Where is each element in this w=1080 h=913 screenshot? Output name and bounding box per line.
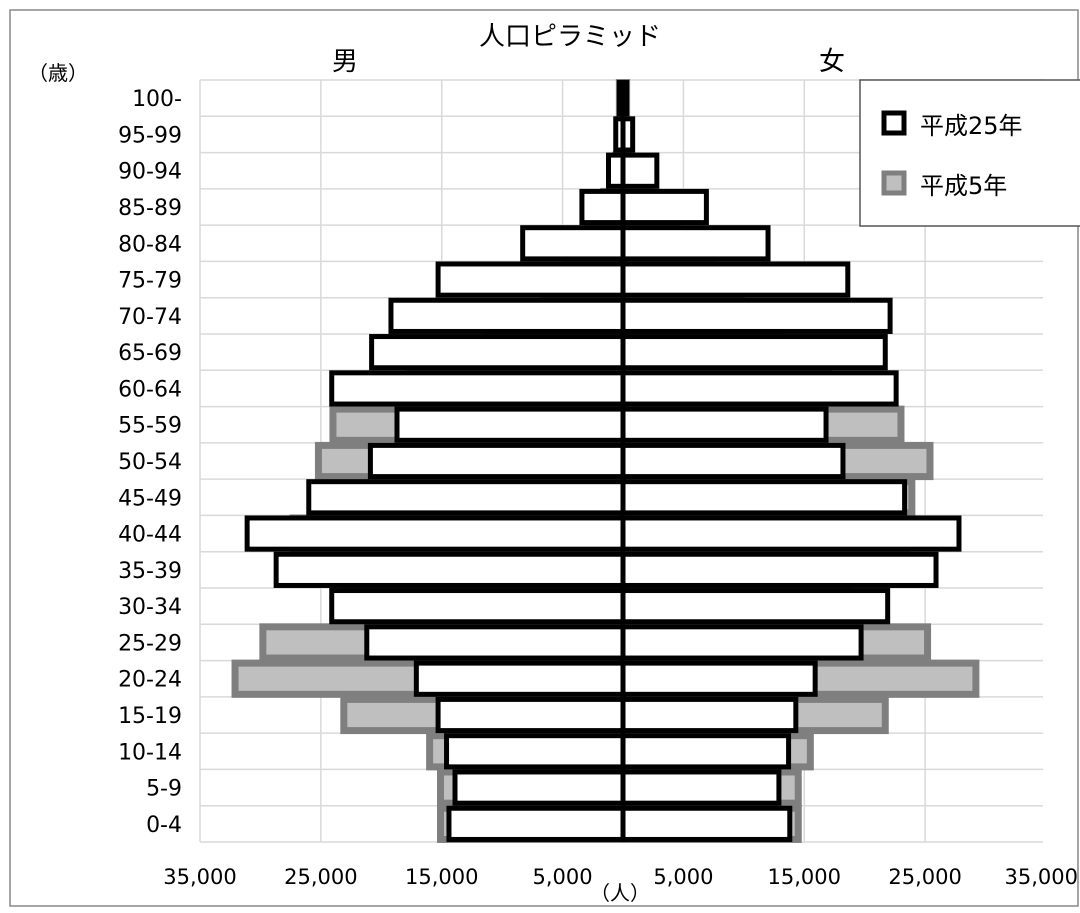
age-group-label: 50-54: [118, 450, 182, 475]
x-tick-label: 15,000: [405, 865, 478, 889]
x-unit-label: （人）: [590, 881, 650, 905]
bar-female-heisei25: [620, 551, 939, 588]
x-tick-label: 15,000: [768, 865, 841, 889]
age-group-label: 95-99: [118, 123, 182, 148]
legend-label-heisei25: 平成25年: [920, 112, 1023, 140]
y-unit-label: （歳）: [28, 61, 88, 85]
x-tick-label: 35,000: [1005, 865, 1078, 889]
age-group-label: 80-84: [118, 232, 182, 257]
chart-border: [9, 9, 1079, 907]
bar-male-heisei25: [394, 406, 626, 443]
age-group-label: 20-24: [118, 668, 182, 693]
bar-male-heisei25: [435, 696, 626, 734]
age-group-label: 15-19: [118, 704, 182, 729]
bar-female-heisei25: [620, 515, 962, 552]
bar-female-heisei25: [620, 696, 799, 734]
age-group-label: 70-74: [118, 305, 182, 330]
bar-female-heisei25: [620, 769, 782, 806]
bar-female-heisei25: [620, 261, 851, 298]
age-group-label: 45-49: [118, 486, 182, 511]
bar-female-heisei25: [620, 297, 893, 334]
age-group-label: 10-14: [118, 740, 182, 765]
age-group-label: 75-79: [118, 269, 182, 294]
bar-male-heisei25: [329, 588, 626, 625]
bar-male-heisei25: [446, 805, 626, 842]
bar-female-heisei25: [620, 588, 891, 625]
age-group-label: 35-39: [118, 559, 182, 584]
age-group-label: 40-44: [118, 523, 182, 548]
bar-male-heisei25: [388, 297, 626, 334]
bar-female-heisei25: [620, 805, 793, 842]
bar-male-heisei25: [367, 442, 626, 480]
age-group-label: 5-9: [146, 777, 182, 802]
bars-layer: [231, 79, 980, 843]
x-tick-labels: 35,000 25,000 15,000 5,000 5,000 15,000 25,000…: [163, 865, 1078, 889]
x-tick-label: 5,000: [533, 865, 593, 889]
bar-male-heisei25: [435, 261, 626, 298]
age-group-label: 90-94: [118, 160, 182, 185]
legend-swatch-heisei25: [881, 110, 907, 136]
age-group-label: 85-89: [118, 196, 182, 221]
bar-female-heisei25: [620, 116, 636, 153]
bar-male-heisei25: [444, 733, 626, 770]
age-group-label: 65-69: [118, 341, 182, 366]
age-group-label: 100-: [132, 87, 182, 112]
bar-female-heisei25: [620, 152, 660, 189]
x-tick-label: 35,000: [163, 865, 236, 889]
bar-female-heisei25: [620, 479, 908, 516]
female-label: 女: [819, 47, 845, 77]
x-tick-label: 5,000: [653, 865, 713, 889]
bar-male-heisei25: [520, 225, 626, 262]
legend: 平成25年 平成5年: [859, 79, 1080, 227]
legend-label-heisei5: 平成5年: [920, 172, 1007, 200]
bar-female-heisei25: [620, 733, 792, 770]
bar-female-heisei25: [620, 406, 829, 443]
age-group-label: 60-64: [118, 377, 182, 402]
bar-male-heisei25: [579, 188, 626, 226]
bar-female-heisei25: [620, 624, 864, 661]
bar-female-heisei25: [620, 225, 771, 262]
bar-male-heisei25: [364, 624, 626, 661]
bar-female-heisei25: [620, 80, 630, 117]
bar-male-heisei25: [244, 515, 626, 552]
bar-female-heisei25: [620, 370, 899, 407]
bar-female-heisei25: [620, 442, 846, 480]
bar-female-heisei25: [620, 334, 888, 371]
bar-male-heisei25: [306, 479, 626, 516]
bar-female-heisei25: [620, 188, 709, 226]
x-tick-label: 25,000: [284, 865, 357, 889]
bar-male-heisei25: [413, 660, 626, 697]
age-group-label: 0-4: [146, 813, 182, 838]
x-tick-label: 25,000: [888, 865, 961, 889]
legend-swatch-heisei5: [881, 170, 907, 196]
bar-male-heisei25: [273, 551, 626, 588]
age-group-label: 30-34: [118, 595, 182, 620]
bar-male-heisei25: [369, 334, 626, 371]
bar-female-heisei25: [620, 660, 818, 697]
chart-title: 人口ピラミッド: [479, 22, 661, 52]
bar-male-heisei25: [452, 769, 626, 806]
age-group-label: 55-59: [118, 414, 182, 439]
age-group-label: 25-29: [118, 631, 182, 656]
y-tick-labels: 100- 95-99 90-94 85-89 80-84 75-79 70-74 65-69 6…: [118, 87, 182, 838]
legend-box: [859, 79, 1080, 227]
bar-male-heisei25: [329, 370, 626, 407]
male-label: 男: [332, 47, 358, 77]
